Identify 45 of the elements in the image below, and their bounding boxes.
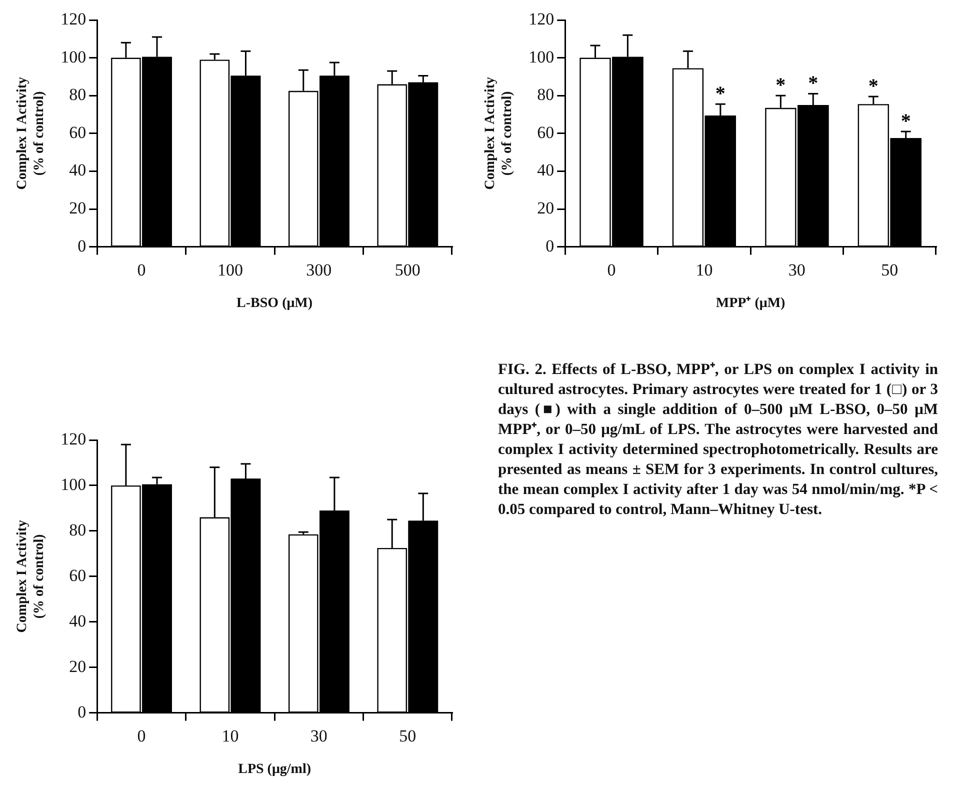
x-axis-title: LPS (μg/ml) — [238, 762, 312, 778]
y-tick-label: 40 — [69, 160, 86, 180]
x-tick-label: 0 — [137, 726, 146, 746]
y-tick-label: 20 — [69, 198, 86, 218]
annotation: * — [900, 110, 911, 133]
x-tick-label: 300 — [306, 260, 332, 280]
y-tick-label: 20 — [69, 656, 86, 676]
y-tick-label: 40 — [537, 160, 554, 180]
x-tick-label: 50 — [881, 260, 898, 280]
y-tick-label: 120 — [528, 9, 554, 28]
y-tick-label: 60 — [69, 566, 86, 585]
x-tick-label: 30 — [310, 726, 328, 746]
y-tick-label: 20 — [537, 198, 554, 218]
y-tick-label: 100 — [60, 474, 86, 494]
x-tick-label: 100 — [217, 260, 243, 280]
x-axis-title: MPP⁺ (μM) — [716, 296, 786, 312]
x-tick-label: 10 — [222, 726, 239, 746]
y-tick-label: 60 — [537, 122, 554, 142]
x-axis-title: L-BSO (μM) — [236, 296, 313, 312]
y-tick-label: 0 — [78, 702, 86, 722]
x-tick-label: 500 — [394, 260, 420, 280]
annotation: * — [715, 83, 726, 106]
y-tick-label: 80 — [69, 520, 86, 540]
y-tick-label: 80 — [537, 85, 554, 104]
y-axis-title: Complex I Activity (% of control) — [15, 77, 47, 190]
x-tick-label: 30 — [788, 260, 806, 280]
annotation: * — [868, 76, 878, 98]
x-tick-label: 0 — [607, 260, 616, 280]
y-tick-label: 60 — [69, 122, 86, 142]
y-tick-label: 100 — [60, 47, 86, 66]
y-tick-label: 0 — [78, 236, 86, 256]
y-tick-label: 100 — [528, 47, 554, 66]
x-tick-label: 10 — [696, 260, 713, 280]
x-tick-label: 0 — [137, 260, 146, 280]
y-tick-label: 80 — [69, 85, 86, 104]
y-tick-label: 0 — [546, 236, 554, 256]
y-tick-label: 40 — [69, 611, 86, 630]
y-tick-label: 120 — [60, 429, 86, 448]
annotation: * — [808, 72, 818, 95]
annotation: * — [776, 74, 786, 97]
y-axis-title: Complex I Activity (% of control) — [15, 520, 47, 633]
caption: FIG. 2. Effects of L-BSO, MPP⁺, or LPS on complex I activity in cultured astrocytes. Primary astrocytes were treated for 1 (□) or 3 days (■) with a single addition of 0–500 μM L-BSO, 0–50 μM MPP⁺, or 0–50 μg/mL of LPS. The astrocytes were harvested and complex I activity determined spectrophotometrically. Results are presented as means ± SEM for 3 experiments. In control cultures, the mean complex I activity after 1 day was 54 nmol/min/mg. *P < 0.05 compared to control, Mann–Whitney U-test. — [498, 360, 938, 520]
x-tick-label: 50 — [399, 726, 416, 746]
y-axis-title: Complex I Activity (% of control) — [483, 77, 515, 190]
y-tick-label: 120 — [60, 9, 86, 28]
